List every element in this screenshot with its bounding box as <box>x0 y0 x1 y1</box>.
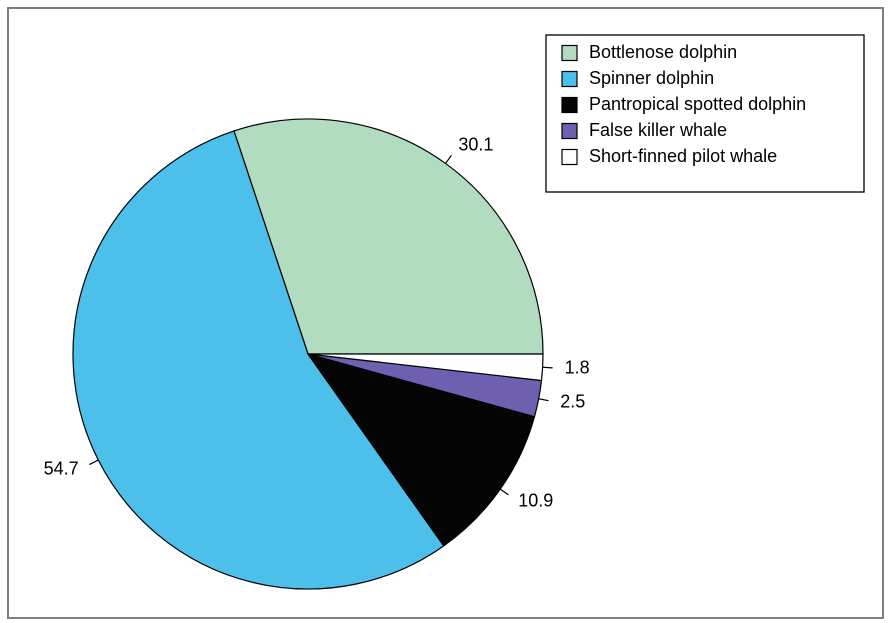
pie-slice-pantropical-spotted-dolphin <box>306 352 536 547</box>
legend-label-short-finned-pilot-whale: Short-finned pilot whale <box>589 146 777 166</box>
pie-slice-bottlenose-dolphin <box>233 118 544 355</box>
legend-swatch-bottlenose-dolphin <box>561 44 578 62</box>
legend-box <box>545 34 865 193</box>
legend: Bottlenose dolphin Spinner dolphin Pantrop… <box>545 34 865 193</box>
legend-swatch-spinner-dolphin <box>561 70 578 88</box>
legend-swatch-false-killer-whale <box>561 122 578 140</box>
slice-label-false-killer-whale: 2.5 <box>560 392 585 412</box>
leader-tick-short-finned-pilot-whale <box>542 366 553 369</box>
leader-tick-bottlenose-dolphin <box>445 154 452 164</box>
slice-label-spinner-dolphin: 54.7 <box>44 459 79 479</box>
pie-slices <box>72 118 544 590</box>
leader-tick-false-killer-whale <box>538 398 549 402</box>
legend-swatch-short-finned-pilot-whale <box>561 148 578 166</box>
pie-slice-spinner-dolphin <box>72 130 445 590</box>
legend-swatch-pantropical-spotted-dolphin <box>561 96 578 114</box>
legend-label-false-killer-whale: False killer whale <box>589 120 727 140</box>
slice-label-bottlenose-dolphin: 30.1 <box>458 134 493 154</box>
label-leader-lines <box>89 154 553 496</box>
legend-label-bottlenose-dolphin: Bottlenose dolphin <box>589 42 737 62</box>
legend-label-pantropical-spotted-dolphin: Pantropical spotted dolphin <box>589 94 806 114</box>
leader-tick-spinner-dolphin <box>89 459 99 466</box>
slice-labels: 30.1 54.7 10.9 2.5 1.8 <box>44 134 590 510</box>
slice-label-short-finned-pilot-whale: 1.8 <box>565 357 590 377</box>
leader-tick-pantropical-spotted-dolphin <box>499 488 509 496</box>
legend-label-spinner-dolphin: Spinner dolphin <box>589 68 714 88</box>
slice-label-pantropical-spotted-dolphin: 10.9 <box>518 491 553 511</box>
legend-items: Bottlenose dolphin Spinner dolphin Pantrop… <box>561 42 806 166</box>
